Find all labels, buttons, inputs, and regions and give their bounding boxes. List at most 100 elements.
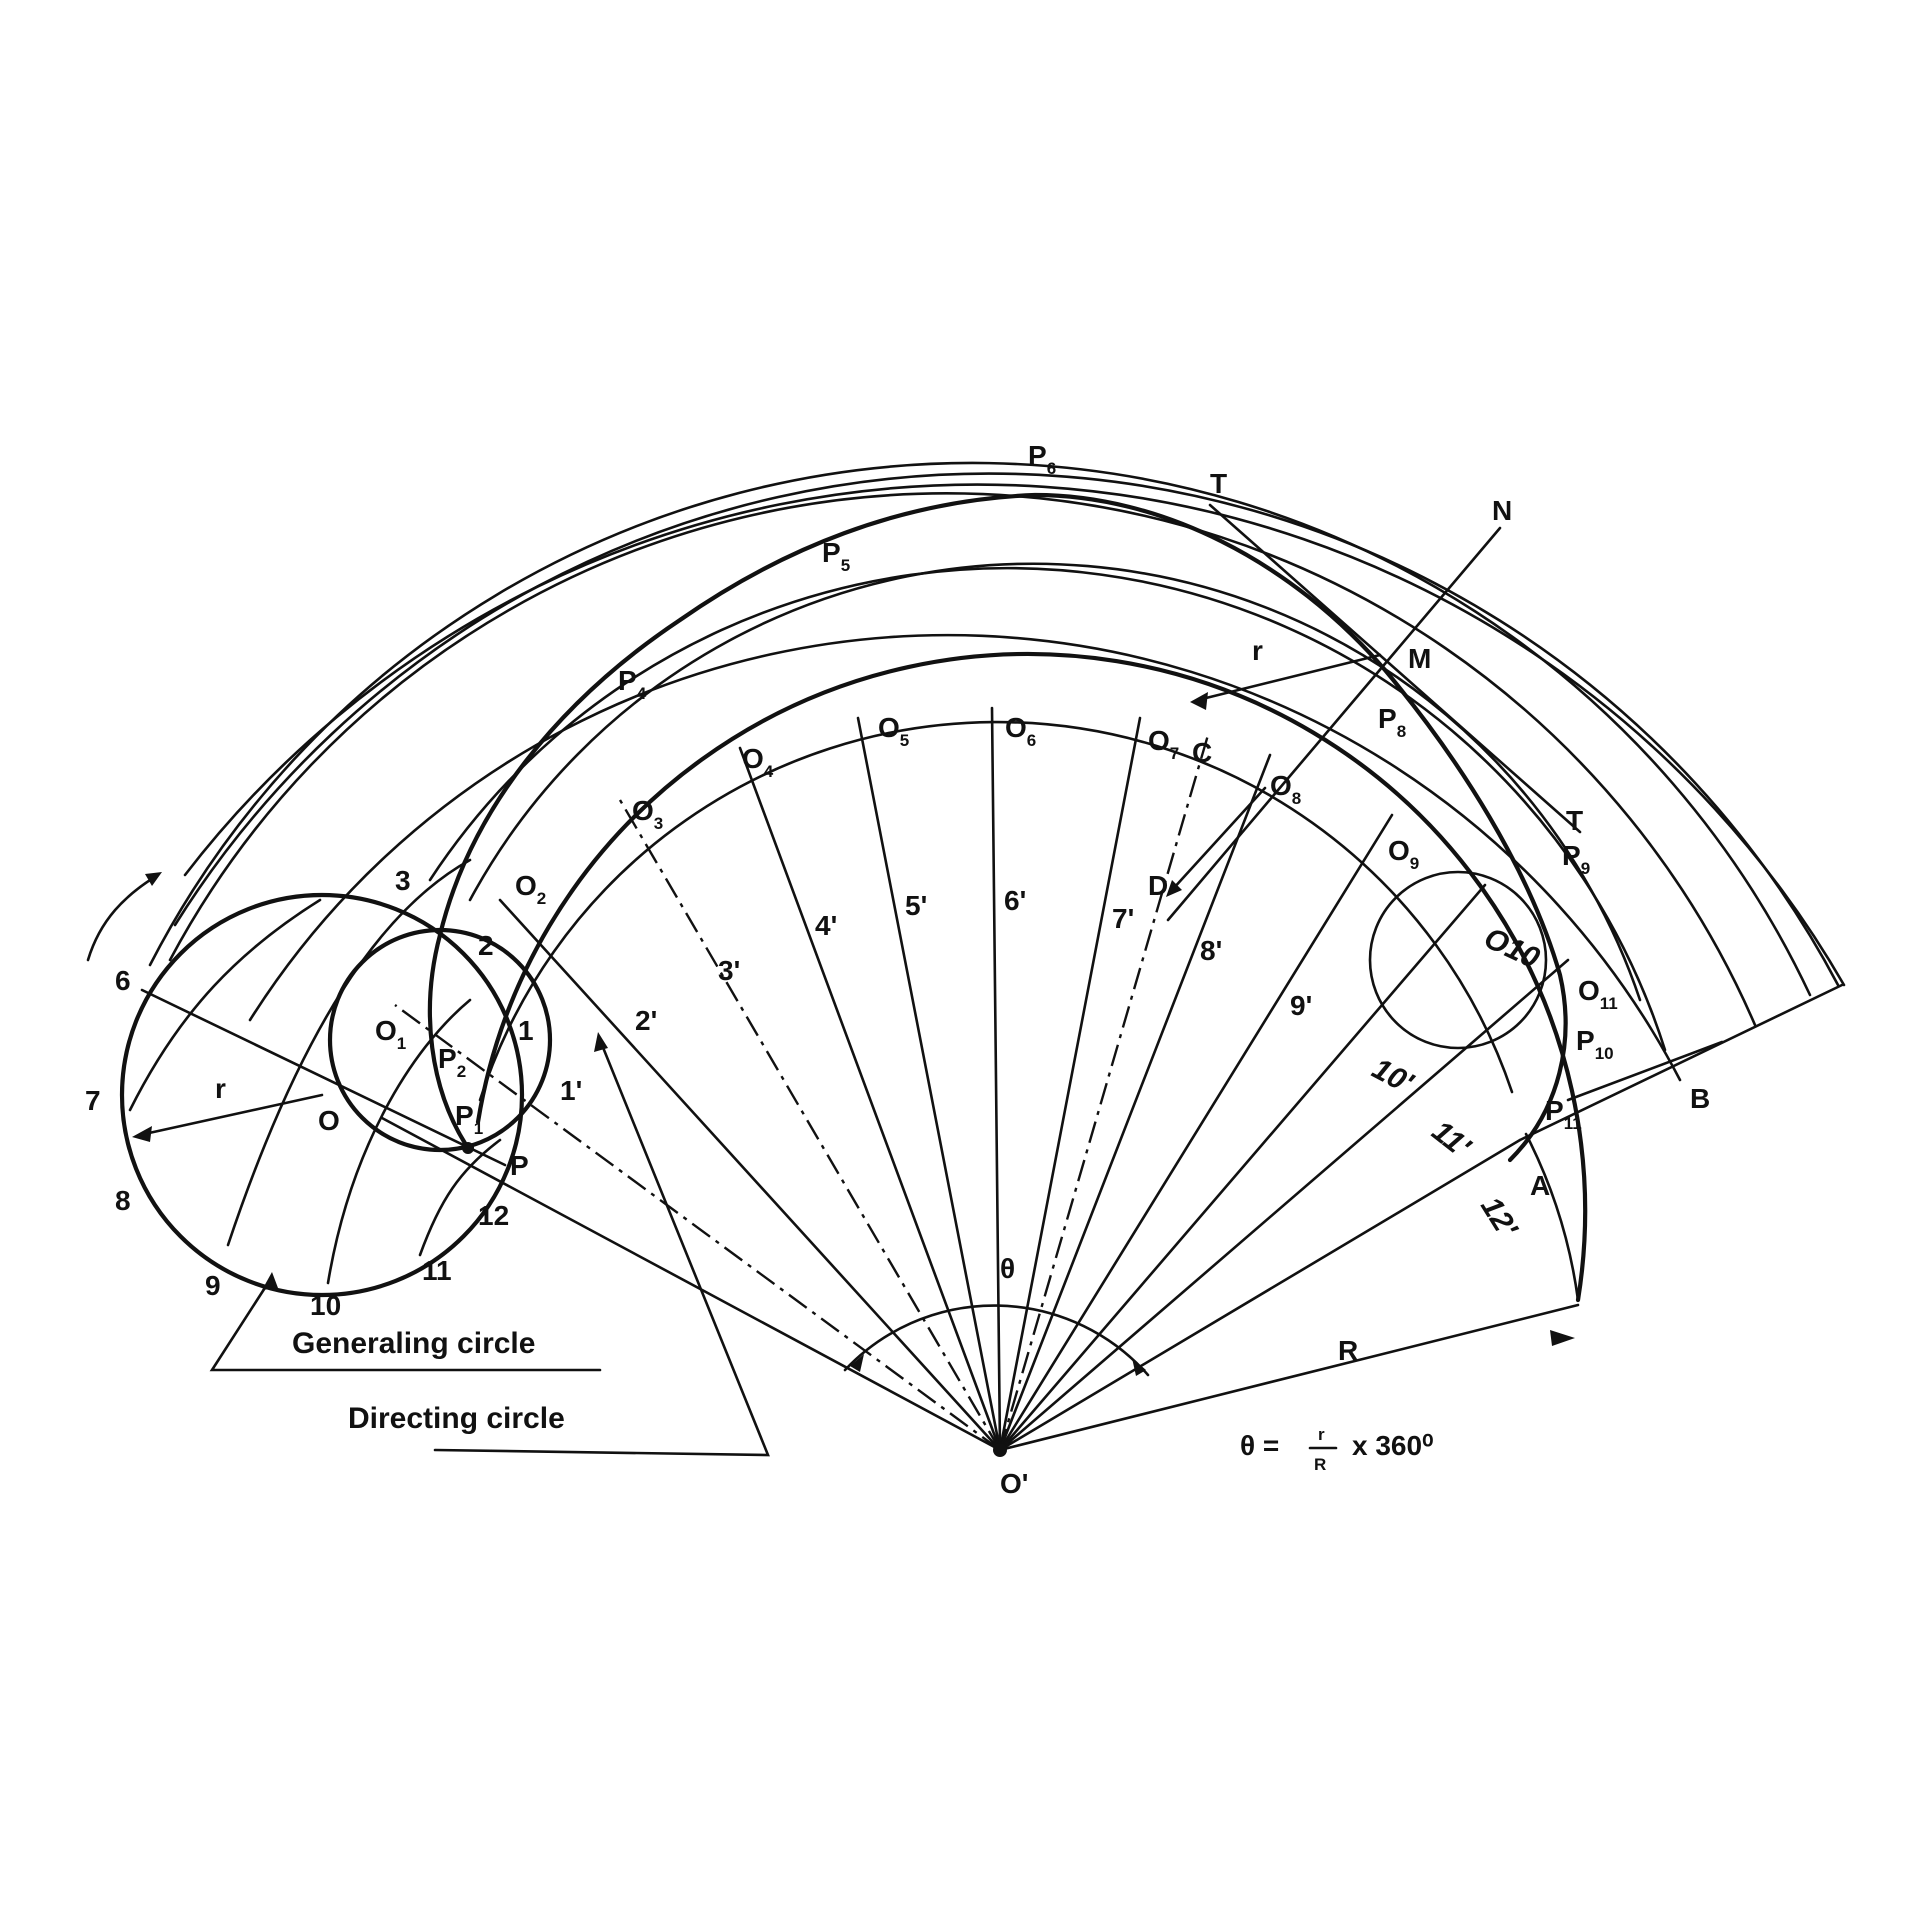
generating-diameter (140, 988, 507, 1167)
outer-arc-2 (173, 472, 1840, 987)
label-r-tangent: r (1252, 635, 1263, 666)
generating-leader (209, 1278, 602, 1372)
radial-line-11 (998, 958, 1570, 1452)
prime-5: 5' (905, 890, 927, 921)
directing-leader-arrowhead (594, 1032, 608, 1052)
caption-directing-circle: Directing circle (348, 1402, 565, 1435)
generating-circle-group (86, 858, 525, 1298)
prime-11: 11' (1426, 1115, 1477, 1165)
centre-O9: O9 (1388, 835, 1419, 873)
radial-line-8 (998, 753, 1272, 1452)
radial-line-1 (394, 1004, 1001, 1451)
outer-arc-3 (183, 483, 1846, 987)
point-P2: P2 (438, 1043, 466, 1081)
gen-number-11: 11 (422, 1255, 452, 1286)
directing-circle-extension (1524, 1132, 1580, 1302)
caption-generating-circle: Generaling circle (292, 1327, 535, 1360)
prime-9: 9' (1290, 990, 1312, 1021)
normal-line (1166, 526, 1502, 922)
centre-O11: O11 (1578, 975, 1618, 1013)
concentric-arcs (148, 461, 1846, 1303)
radial-line-6 (990, 706, 1002, 1452)
closure-line-short (1566, 1040, 1724, 1102)
theta-arrow-right (1132, 1358, 1146, 1376)
formula-numerator: r (1318, 1425, 1325, 1444)
directing-leader (433, 1038, 770, 1457)
chord-7 (128, 898, 322, 1112)
rolling-circle-O1 (327, 927, 553, 1153)
gen-number-2: 2 (478, 930, 494, 961)
prime-4: 4' (815, 910, 837, 941)
label-theta: θ (1000, 1253, 1015, 1284)
D-pointer (1170, 786, 1267, 892)
chord-10 (326, 998, 472, 1285)
theta-arc (843, 1304, 1150, 1377)
rotation-arrow (86, 873, 160, 962)
radial-line-C (998, 734, 1210, 1451)
label-P: P (510, 1150, 529, 1181)
caption-leaders (209, 1032, 770, 1457)
prime-2: 2' (635, 1005, 657, 1036)
centre-path-outer-arc (428, 566, 1667, 1052)
gen-number-3: 3 (395, 865, 411, 896)
label-R: R (1338, 1335, 1358, 1366)
point-P10: P10 (1576, 1025, 1614, 1063)
right-closure-lines (1518, 983, 1844, 1142)
centre-O5: O5 (878, 712, 909, 750)
outer-arc-1 (148, 461, 1812, 997)
radial-line-A (998, 1138, 1522, 1452)
formula-denominator: R (1314, 1455, 1326, 1474)
prime-12: 12' (1474, 1191, 1524, 1244)
centre-O2: O2 (515, 870, 546, 908)
R-arrowhead (1550, 1330, 1575, 1346)
point-labels: O P A B C D M N T T O' θ R r r (215, 468, 1710, 1499)
radial-lines (380, 706, 1580, 1452)
epicycloid-curve (427, 492, 1568, 1163)
point-P8: P8 (1378, 703, 1406, 741)
radial-line-2 (498, 898, 1002, 1452)
formula-lhs: θ = (1240, 1430, 1279, 1461)
radius-arrowhead (132, 1126, 152, 1142)
mid-arc-2 (168, 492, 1757, 1027)
gen-number-9: 9 (205, 1270, 221, 1301)
point-P-dot (462, 1142, 474, 1154)
point-P4: P4 (618, 665, 647, 703)
prime-3: 3' (718, 955, 740, 986)
gen-number-10: 10 (310, 1290, 341, 1321)
radial-line-7 (998, 716, 1142, 1452)
radial-line-5 (856, 716, 1002, 1452)
radial-line-P (380, 1116, 1002, 1452)
label-M: M (1408, 643, 1431, 674)
D-pointer-arrowhead (1166, 880, 1182, 897)
prime-6: 6' (1004, 885, 1026, 916)
label-C: C (1192, 737, 1212, 768)
curve-point-labels: P1 P2 P4 P5 P6 P8 P9 P10 P11 (438, 440, 1614, 1138)
generating-radius-r (138, 1093, 324, 1137)
radial-line-4 (738, 746, 1002, 1452)
prime-7: 7' (1112, 903, 1134, 934)
point-P1: P1 (455, 1100, 483, 1138)
tangent-radius-r (1196, 653, 1382, 702)
label-N: N (1492, 495, 1512, 526)
rotation-arrowhead (145, 872, 162, 886)
centre-O6: O6 (1005, 712, 1036, 750)
point-P5: P5 (822, 537, 850, 575)
centre-path-arc (468, 562, 1642, 1002)
prime-8: 8' (1200, 935, 1222, 966)
tangent-line (1208, 503, 1582, 834)
directing-primes: 1' 2' 3' 4' 5' 6' 7' 8' 9' 10' 11' 12' (560, 885, 1524, 1244)
prime-1: 1' (560, 1075, 582, 1106)
gen-number-12: 12 (478, 1200, 509, 1231)
closure-line-B (1518, 983, 1844, 1142)
label-B: B (1690, 1083, 1710, 1114)
generating-circle (119, 892, 525, 1298)
centre-O-prime-dot (993, 1443, 1007, 1457)
radial-line-9 (998, 813, 1394, 1452)
centre-O8: O8 (1270, 770, 1301, 808)
radial-line-10 (998, 883, 1487, 1452)
generating-leader-arrowhead (262, 1272, 278, 1290)
label-O-prime: O' (1000, 1468, 1028, 1499)
centre-O3: O3 (632, 795, 663, 833)
label-T-top: T (1210, 468, 1227, 499)
